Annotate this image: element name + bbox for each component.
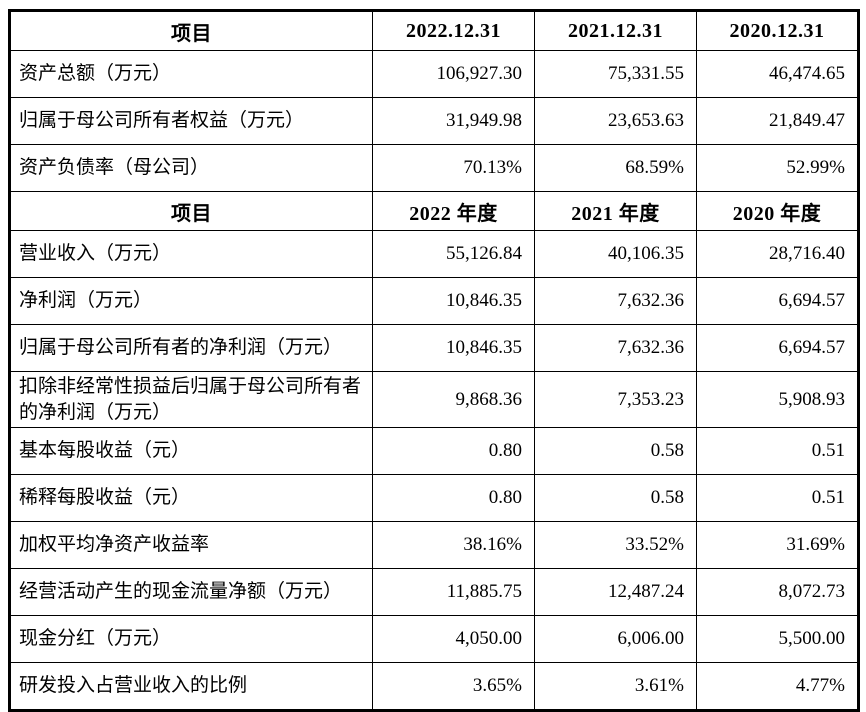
value-cell: 6,694.57: [696, 324, 859, 372]
table-row: 稀释每股收益（元） 0.80 0.58 0.51: [9, 474, 859, 523]
table-row: 资产负债率（母公司） 70.13% 68.59% 52.99%: [9, 144, 859, 192]
value-cell: 55,126.84: [372, 230, 535, 278]
header-col-2020: 2020.12.31: [696, 10, 859, 51]
value-cell: 4,050.00: [372, 615, 535, 664]
row-label: 归属于母公司所有者的净利润（万元）: [9, 324, 373, 372]
table-row: 现金分红（万元） 4,050.00 6,006.00 5,500.00: [9, 615, 859, 664]
value-cell: 9,868.36: [372, 370, 535, 429]
value-cell: 7,632.36: [534, 277, 697, 325]
value-cell: 33.52%: [534, 521, 697, 570]
table-row: 归属于母公司所有者权益（万元） 31,949.98 23,653.63 21,8…: [9, 97, 859, 145]
header-col-2022-year: 2022 年度: [372, 191, 535, 231]
value-cell: 6,694.57: [696, 277, 859, 325]
value-cell: 3.61%: [534, 662, 697, 712]
row-label: 资产总额（万元）: [9, 50, 373, 98]
value-cell: 7,632.36: [534, 324, 697, 372]
row-label: 稀释每股收益（元）: [9, 474, 373, 523]
value-cell: 6,006.00: [534, 615, 697, 664]
row-label: 基本每股收益（元）: [9, 427, 373, 476]
value-cell: 10,846.35: [372, 324, 535, 372]
value-cell: 31,949.98: [372, 97, 535, 145]
value-cell: 0.58: [534, 474, 697, 523]
header-row-balance: 项目 2022.12.31 2021.12.31 2020.12.31: [9, 10, 859, 51]
row-label: 净利润（万元）: [9, 277, 373, 325]
row-label: 归属于母公司所有者权益（万元）: [9, 97, 373, 145]
table-row: 归属于母公司所有者的净利润（万元） 10,846.35 7,632.36 6,6…: [9, 324, 859, 372]
value-cell: 3.65%: [372, 662, 535, 712]
row-label: 扣除非经常性损益后归属于母公司所有者的净利润（万元）: [9, 370, 373, 429]
row-label: 现金分红（万元）: [9, 615, 373, 664]
row-label: 经营活动产生的现金流量净额（万元）: [9, 568, 373, 617]
header-item: 项目: [9, 191, 373, 231]
table-row: 资产总额（万元） 106,927.30 75,331.55 46,474.65: [9, 50, 859, 98]
value-cell: 8,072.73: [696, 568, 859, 617]
value-cell: 21,849.47: [696, 97, 859, 145]
row-label: 营业收入（万元）: [9, 230, 373, 278]
table-row: 净利润（万元） 10,846.35 7,632.36 6,694.57: [9, 277, 859, 325]
table-row: 经营活动产生的现金流量净额（万元） 11,885.75 12,487.24 8,…: [9, 568, 859, 617]
header-col-2021: 2021.12.31: [534, 10, 697, 51]
value-cell: 0.58: [534, 427, 697, 476]
value-cell: 10,846.35: [372, 277, 535, 325]
header-col-2020-year: 2020 年度: [696, 191, 859, 231]
value-cell: 12,487.24: [534, 568, 697, 617]
value-cell: 7,353.23: [534, 370, 697, 429]
table-row: 研发投入占营业收入的比例 3.65% 3.61% 4.77%: [9, 662, 859, 712]
financial-table: 项目 2022.12.31 2021.12.31 2020.12.31 资产总额…: [8, 9, 860, 712]
value-cell: 23,653.63: [534, 97, 697, 145]
row-label: 加权平均净资产收益率: [9, 521, 373, 570]
header-col-2022: 2022.12.31: [372, 10, 535, 51]
header-item: 项目: [9, 10, 373, 51]
value-cell: 70.13%: [372, 144, 535, 192]
value-cell: 5,908.93: [696, 370, 859, 429]
value-cell: 46,474.65: [696, 50, 859, 98]
table-row: 加权平均净资产收益率 38.16% 33.52% 31.69%: [9, 521, 859, 570]
value-cell: 31.69%: [696, 521, 859, 570]
value-cell: 28,716.40: [696, 230, 859, 278]
table-row: 营业收入（万元） 55,126.84 40,106.35 28,716.40: [9, 230, 859, 278]
value-cell: 75,331.55: [534, 50, 697, 98]
row-label: 资产负债率（母公司）: [9, 144, 373, 192]
value-cell: 52.99%: [696, 144, 859, 192]
value-cell: 68.59%: [534, 144, 697, 192]
value-cell: 0.51: [696, 427, 859, 476]
value-cell: 0.80: [372, 427, 535, 476]
value-cell: 106,927.30: [372, 50, 535, 98]
value-cell: 4.77%: [696, 662, 859, 712]
table-row: 扣除非经常性损益后归属于母公司所有者的净利润（万元） 9,868.36 7,35…: [9, 370, 859, 429]
value-cell: 5,500.00: [696, 615, 859, 664]
value-cell: 0.80: [372, 474, 535, 523]
value-cell: 0.51: [696, 474, 859, 523]
row-label: 研发投入占营业收入的比例: [9, 662, 373, 712]
header-col-2021-year: 2021 年度: [534, 191, 697, 231]
value-cell: 40,106.35: [534, 230, 697, 278]
value-cell: 11,885.75: [372, 568, 535, 617]
header-row-annual: 项目 2022 年度 2021 年度 2020 年度: [9, 191, 859, 231]
table-row: 基本每股收益（元） 0.80 0.58 0.51: [9, 427, 859, 476]
value-cell: 38.16%: [372, 521, 535, 570]
